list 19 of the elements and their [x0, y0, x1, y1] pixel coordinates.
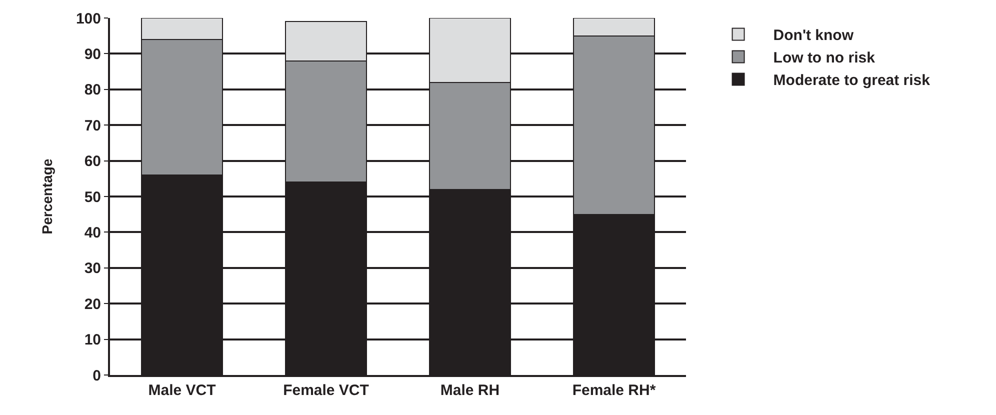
x-tick-label: Male VCT: [148, 382, 216, 399]
x-tick-label: Female VCT: [283, 382, 369, 399]
y-tick-label: 0: [92, 367, 101, 384]
x-tick-label: Male RH: [440, 382, 500, 399]
legend-label: Low to no risk: [773, 50, 876, 67]
legend-label: Moderate to great risk: [773, 72, 931, 90]
x-tick-label: Female RH*: [572, 382, 656, 399]
y-tick-label: 80: [84, 82, 101, 99]
y-axis-title: Percentage: [39, 158, 56, 234]
y-tick-label: 10: [84, 332, 101, 349]
y-tick-label: 100: [76, 10, 101, 28]
legend-label: Don't know: [773, 27, 854, 44]
y-tick-label: 30: [84, 260, 101, 278]
y-tick-label: 40: [84, 224, 101, 242]
y-tick-label: 60: [84, 153, 101, 170]
y-tick-label: 90: [84, 46, 101, 63]
y-tick-label: 50: [84, 188, 101, 206]
y-tick-label: 70: [84, 117, 101, 134]
y-tick-label: 20: [84, 296, 101, 313]
